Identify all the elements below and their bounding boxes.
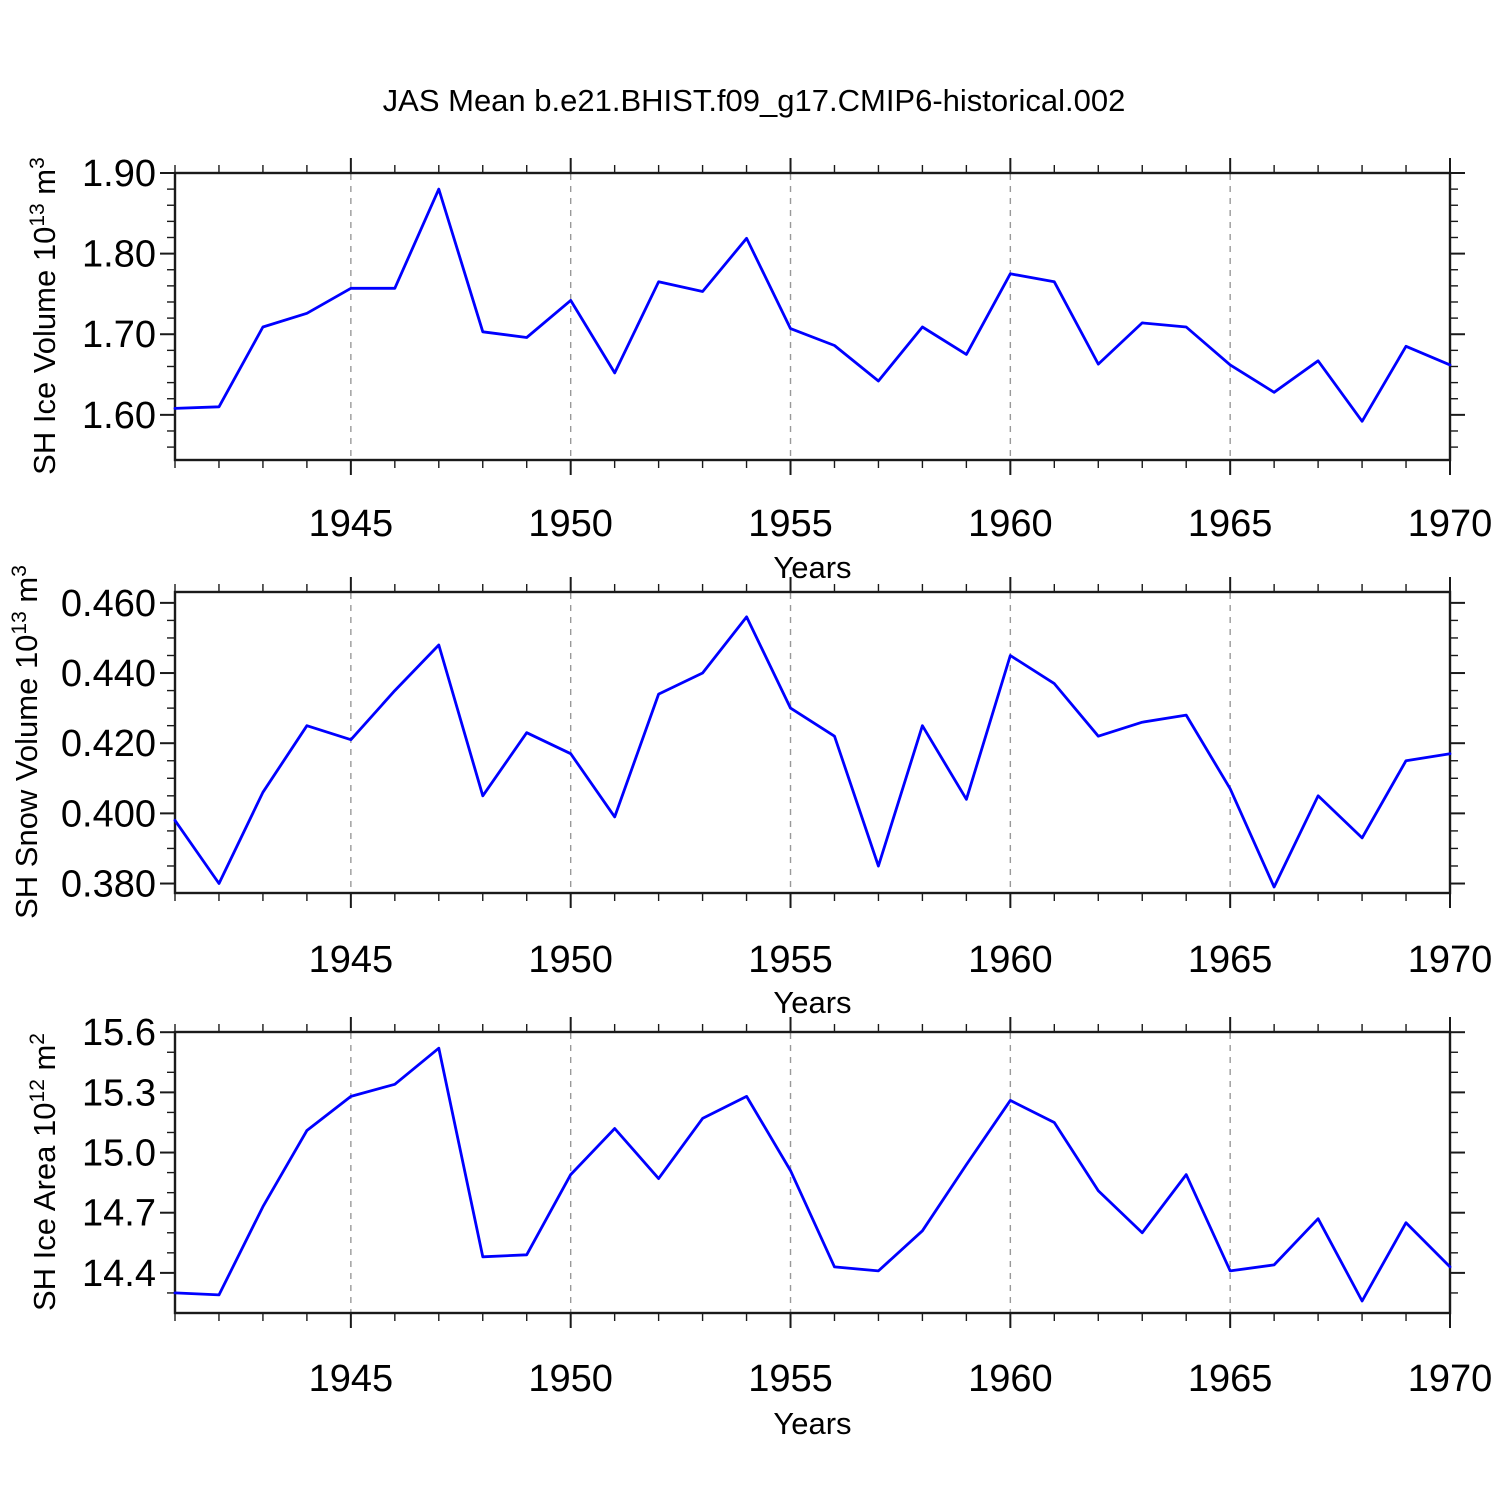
x-axis-title-panel3: Years xyxy=(773,1406,852,1441)
plot-frame xyxy=(173,171,1452,462)
plot-frame xyxy=(173,1030,1452,1315)
y-tick-label: 1.80 xyxy=(82,234,156,276)
y-axis-title-ice-area: SH Ice Area 1012 m2 xyxy=(18,922,62,1422)
x-tick-label: 1955 xyxy=(748,503,833,545)
exponent: 3 xyxy=(26,157,49,169)
y-tick-label: 15.3 xyxy=(82,1072,156,1114)
y-axis-title-text: SH Snow Volume 10 xyxy=(9,634,44,919)
x-tick-label: 1960 xyxy=(968,1358,1053,1400)
x-tick-label: 1950 xyxy=(528,1358,613,1400)
x-tick-label: 1945 xyxy=(309,939,394,981)
x-tick-label: 1960 xyxy=(968,503,1053,545)
y-tick-label: 0.420 xyxy=(61,723,156,765)
y-tick-label: 1.90 xyxy=(82,153,156,195)
x-tick-label: 1955 xyxy=(748,1358,833,1400)
y-axis-title-ice-volume: SH Ice Volume 1013 m3 xyxy=(18,66,62,566)
y-axis-unit: m xyxy=(27,168,62,204)
data-line-sh-ice-area xyxy=(173,1046,1452,1303)
exponent: 12 xyxy=(26,1079,49,1103)
x-tick-label: 1950 xyxy=(528,503,613,545)
x-tick-label: 1970 xyxy=(1408,939,1493,981)
y-tick-label: 1.60 xyxy=(82,395,156,437)
x-tick-label: 1965 xyxy=(1188,1358,1273,1400)
x-tick-label: 1955 xyxy=(748,939,833,981)
x-tick-label: 1960 xyxy=(968,939,1053,981)
x-tick-label: 1970 xyxy=(1408,503,1493,545)
data-line-sh-snow-volume xyxy=(173,615,1452,889)
exponent: 3 xyxy=(8,565,31,577)
x-axis-title-panel1: Years xyxy=(773,550,852,585)
x-tick-label: 1945 xyxy=(309,1358,394,1400)
x-tick-label: 1945 xyxy=(309,503,394,545)
y-axis-unit: m xyxy=(9,576,44,612)
x-axis-title-panel2: Years xyxy=(773,985,852,1020)
figure-title: JAS Mean b.e21.BHIST.f09_g17.CMIP6-histo… xyxy=(382,83,1126,118)
y-axis-unit: m xyxy=(27,1044,62,1080)
y-tick-label: 14.7 xyxy=(82,1193,156,1235)
y-tick-label: 0.400 xyxy=(61,793,156,835)
x-tick-label: 1970 xyxy=(1408,1358,1493,1400)
y-tick-label: 0.380 xyxy=(61,864,156,906)
data-line-sh-ice-volume xyxy=(173,187,1452,423)
x-tick-label: 1965 xyxy=(1188,939,1273,981)
x-tick-label: 1965 xyxy=(1188,503,1273,545)
y-axis-title-text: SH Ice Volume 10 xyxy=(27,226,62,475)
exponent: 2 xyxy=(26,1033,49,1045)
y-tick-label: 15.0 xyxy=(82,1133,156,1175)
y-tick-label: 15.6 xyxy=(82,1012,156,1054)
y-axis-title-text: SH Ice Area 10 xyxy=(27,1102,62,1311)
plot-frame xyxy=(173,590,1452,895)
x-tick-label: 1950 xyxy=(528,939,613,981)
exponent: 13 xyxy=(8,611,31,635)
y-tick-label: 1.70 xyxy=(82,314,156,356)
y-tick-label: 0.460 xyxy=(61,583,156,625)
y-tick-label: 0.440 xyxy=(61,653,156,695)
y-axis-title-snow-volume: SH Snow Volume 1013 m3 xyxy=(0,492,44,992)
exponent: 13 xyxy=(26,203,49,227)
y-tick-label: 14.4 xyxy=(82,1253,156,1295)
